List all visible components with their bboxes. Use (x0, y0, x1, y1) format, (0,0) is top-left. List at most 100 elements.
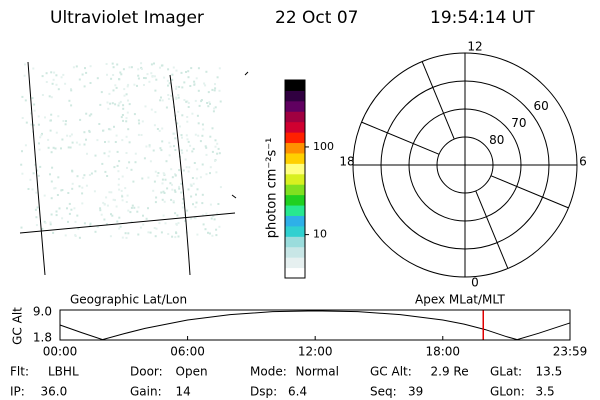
image-pixel (134, 161, 137, 164)
image-pixel (94, 230, 97, 233)
image-pixel (215, 228, 218, 231)
image-pixel (182, 198, 185, 200)
image-pixel (78, 78, 81, 81)
image-pixel (159, 66, 161, 69)
image-pixel (50, 113, 53, 116)
image-pixel (56, 194, 59, 196)
image-pixel (213, 89, 216, 92)
y-tick-label: 1.8 (33, 331, 52, 345)
image-pixel (24, 99, 27, 102)
image-pixel (83, 222, 86, 225)
image-pixel (202, 128, 205, 131)
image-pixel (216, 212, 219, 215)
image-pixel (112, 89, 115, 92)
colorbar-tick-label: 10 (313, 228, 327, 241)
image-pixel (21, 150, 23, 153)
ring-label: 70 (511, 116, 526, 130)
image-pixel (126, 166, 128, 169)
image-pixel (114, 141, 117, 143)
image-pixel (67, 220, 69, 223)
image-pixel (85, 138, 87, 141)
image-pixel (142, 214, 144, 217)
image-pixel (111, 102, 114, 105)
image-pixel (208, 232, 211, 235)
image-pixel (89, 224, 92, 227)
image-pixel (209, 203, 212, 206)
image-pixel (152, 149, 155, 152)
image-pixel (71, 141, 74, 144)
info-value: 2.9 Re (431, 365, 469, 379)
image-pixel (53, 71, 56, 74)
info-value: 3.5 (536, 385, 555, 399)
image-pixel (106, 204, 109, 207)
image-pixel (121, 175, 124, 178)
image-pixel (183, 213, 186, 216)
image-pixel (211, 127, 214, 130)
image-pixel (60, 147, 62, 150)
image-pixel (93, 190, 96, 193)
image-pixel (165, 106, 168, 109)
image-pixel (29, 178, 32, 181)
image-pixel (61, 217, 64, 220)
image-pixel (145, 145, 148, 148)
info-value: Normal (296, 365, 339, 379)
image-pixel (195, 77, 198, 80)
image-pixel (184, 158, 187, 161)
image-pixel (107, 140, 110, 143)
image-pixel (128, 141, 131, 144)
image-pixel (180, 134, 183, 137)
image-pixel (175, 69, 178, 72)
image-pixel (128, 103, 131, 106)
image-pixel (128, 161, 131, 164)
polar-spoke (361, 121, 440, 155)
image-pixel (147, 176, 150, 179)
x-tick-label: 06:00 (170, 345, 205, 359)
image-pixel (153, 124, 156, 127)
image-pixel (85, 112, 88, 115)
image-pixel (62, 120, 65, 122)
image-pixel (167, 94, 170, 96)
image-pixel (161, 140, 164, 143)
image-pixel (218, 152, 221, 155)
plot-frame (59, 309, 571, 341)
image-pixel (108, 150, 111, 153)
image-pixel (68, 99, 71, 102)
image-pixel (166, 79, 169, 82)
image-pixel (125, 93, 128, 96)
ring-label: 60 (534, 99, 549, 113)
image-pixel (21, 117, 24, 119)
image-pixel (73, 207, 76, 210)
image-pixel (161, 99, 164, 102)
info-value: LBHL (48, 365, 79, 379)
grid-curve (27, 61, 46, 276)
image-pixel (53, 187, 56, 190)
image-pixel (138, 122, 141, 125)
image-pixel (65, 120, 67, 123)
image-pixel (35, 216, 38, 219)
image-pixel (50, 71, 53, 74)
colorbar-segment (285, 267, 305, 279)
image-pixel (54, 147, 57, 150)
image-pixel (121, 139, 124, 142)
image-pixel (160, 64, 163, 67)
image-pixel (186, 138, 189, 141)
image-pixel (61, 189, 64, 191)
image-pixel (33, 109, 36, 112)
image-pixel (194, 99, 197, 102)
image-pixel (51, 82, 54, 85)
info-label: GLon: (490, 385, 525, 399)
image-pixel (89, 82, 92, 84)
image-pixel (181, 136, 183, 139)
image-pixel (100, 91, 103, 94)
image-pixel (38, 142, 40, 145)
image-pixel (79, 118, 82, 121)
header-time: 19:54:14 UT (430, 8, 535, 28)
image-pixel (78, 143, 81, 146)
image-pixel (215, 234, 218, 237)
colorbar-segment (285, 111, 305, 123)
image-pixel (31, 97, 34, 100)
x-tick-label: 00:00 (43, 345, 78, 359)
image-pixel (187, 76, 190, 79)
info-label: Dsp: (250, 385, 277, 399)
